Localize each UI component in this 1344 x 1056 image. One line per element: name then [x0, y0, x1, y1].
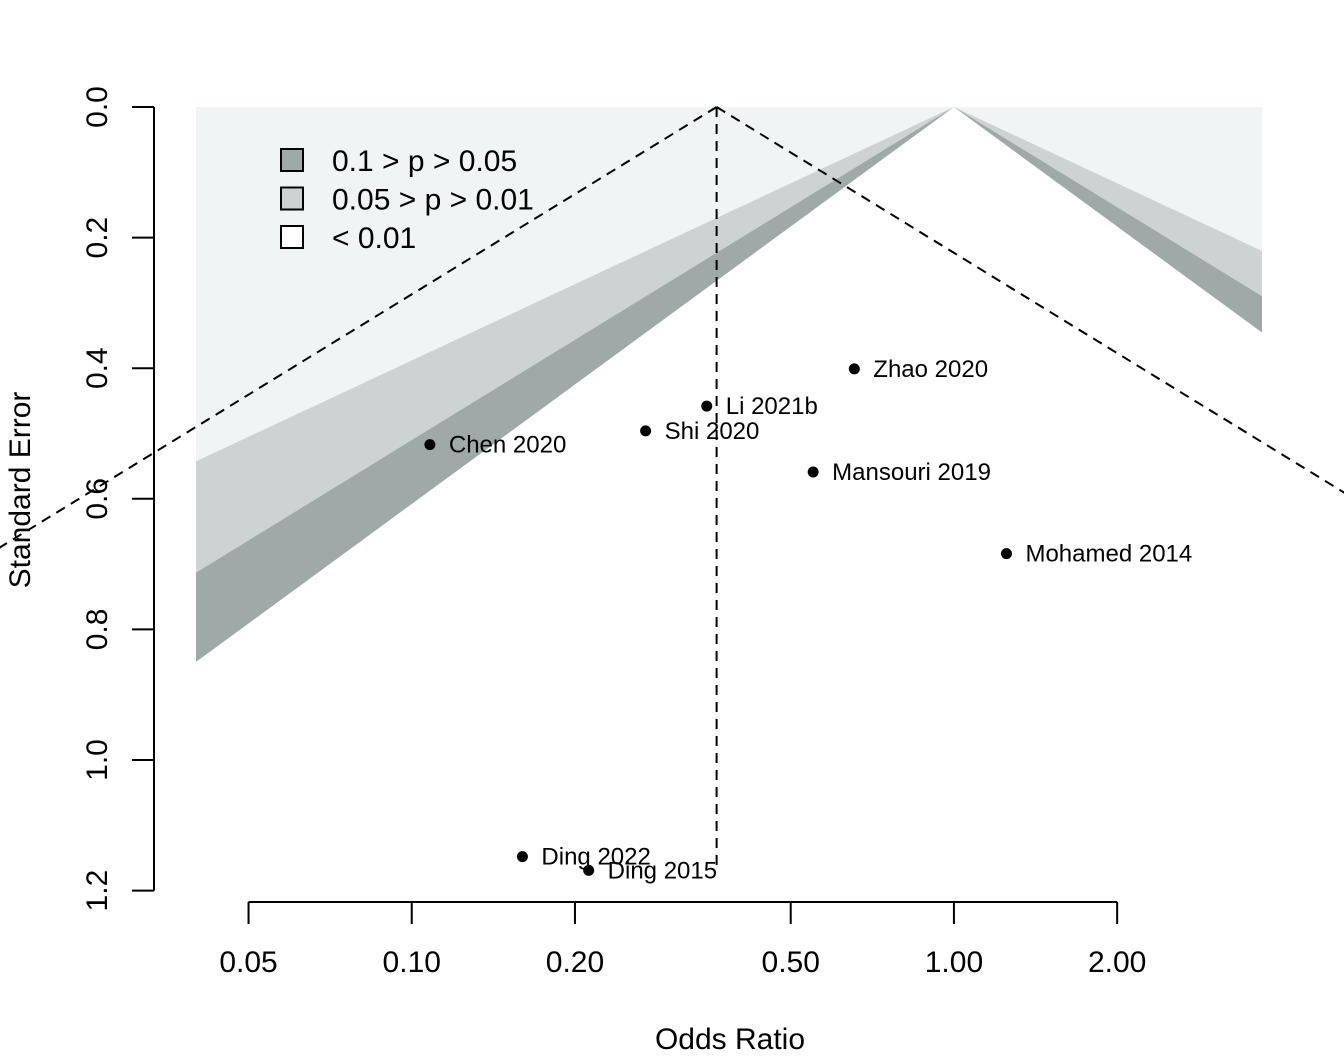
study-label: Zhao 2020: [873, 356, 988, 383]
study-point: [583, 864, 595, 876]
x-tick-label: 0.50: [762, 946, 820, 979]
legend-swatch: [280, 148, 304, 172]
study-label: Ding 2022: [541, 844, 650, 871]
funnel-lines: [0, 106, 1344, 871]
x-tick-label: 0.05: [219, 946, 277, 979]
x-tick-label: 2.00: [1088, 946, 1146, 979]
study-label: Li 2021b: [726, 393, 818, 420]
x-tick-label: 0.20: [546, 946, 604, 979]
y-tick-label: 0.2: [81, 217, 114, 259]
study-point: [640, 425, 652, 437]
study-point: [424, 439, 436, 451]
study-label: Chen 2020: [449, 432, 566, 459]
funnel-line-right: [716, 106, 1344, 494]
study-point: [807, 466, 819, 478]
legend-label: < 0.01: [332, 222, 416, 255]
legend-label: 0.1 > p > 0.05: [332, 145, 517, 178]
legend-swatch: [280, 186, 304, 211]
y-tick-label: 0.4: [81, 347, 114, 389]
study-point: [701, 400, 713, 412]
study-label: Mohamed 2014: [1025, 541, 1192, 568]
study-label: Shi 2020: [665, 418, 760, 445]
y-tick-label: 0.6: [81, 478, 114, 520]
study-label: Mansouri 2019: [832, 459, 991, 486]
legend-swatch: [280, 225, 304, 249]
y-tick-label: 1.0: [81, 739, 114, 781]
y-tick-label: 0.8: [81, 609, 114, 651]
contour-regions: [196, 107, 1262, 871]
study-point: [516, 851, 528, 863]
y-tick-label: 0.0: [81, 86, 114, 128]
legend-label: 0.05 > p > 0.01: [332, 184, 534, 217]
study-point: [1000, 548, 1012, 560]
x-axis-title: Odds Ratio: [655, 1023, 805, 1056]
funnel-line-left: [0, 106, 718, 549]
axes: Odds Ratio Standard Error 0.0 0.2 0.4 0.6 0.…: [4, 86, 1146, 1056]
legend: 0.1 > p > 0.05 0.05 > p > 0.01 < 0.01: [280, 145, 534, 255]
y-axis-title: Standard Error: [4, 392, 37, 589]
y-tick-label: 1.2: [81, 870, 114, 912]
study-point: [848, 363, 860, 375]
x-tick-label: 0.10: [383, 946, 441, 979]
study-label: Ding 2015: [608, 857, 717, 884]
x-tick-label: 1.00: [925, 946, 983, 979]
contour-inner-region: [196, 107, 1262, 871]
